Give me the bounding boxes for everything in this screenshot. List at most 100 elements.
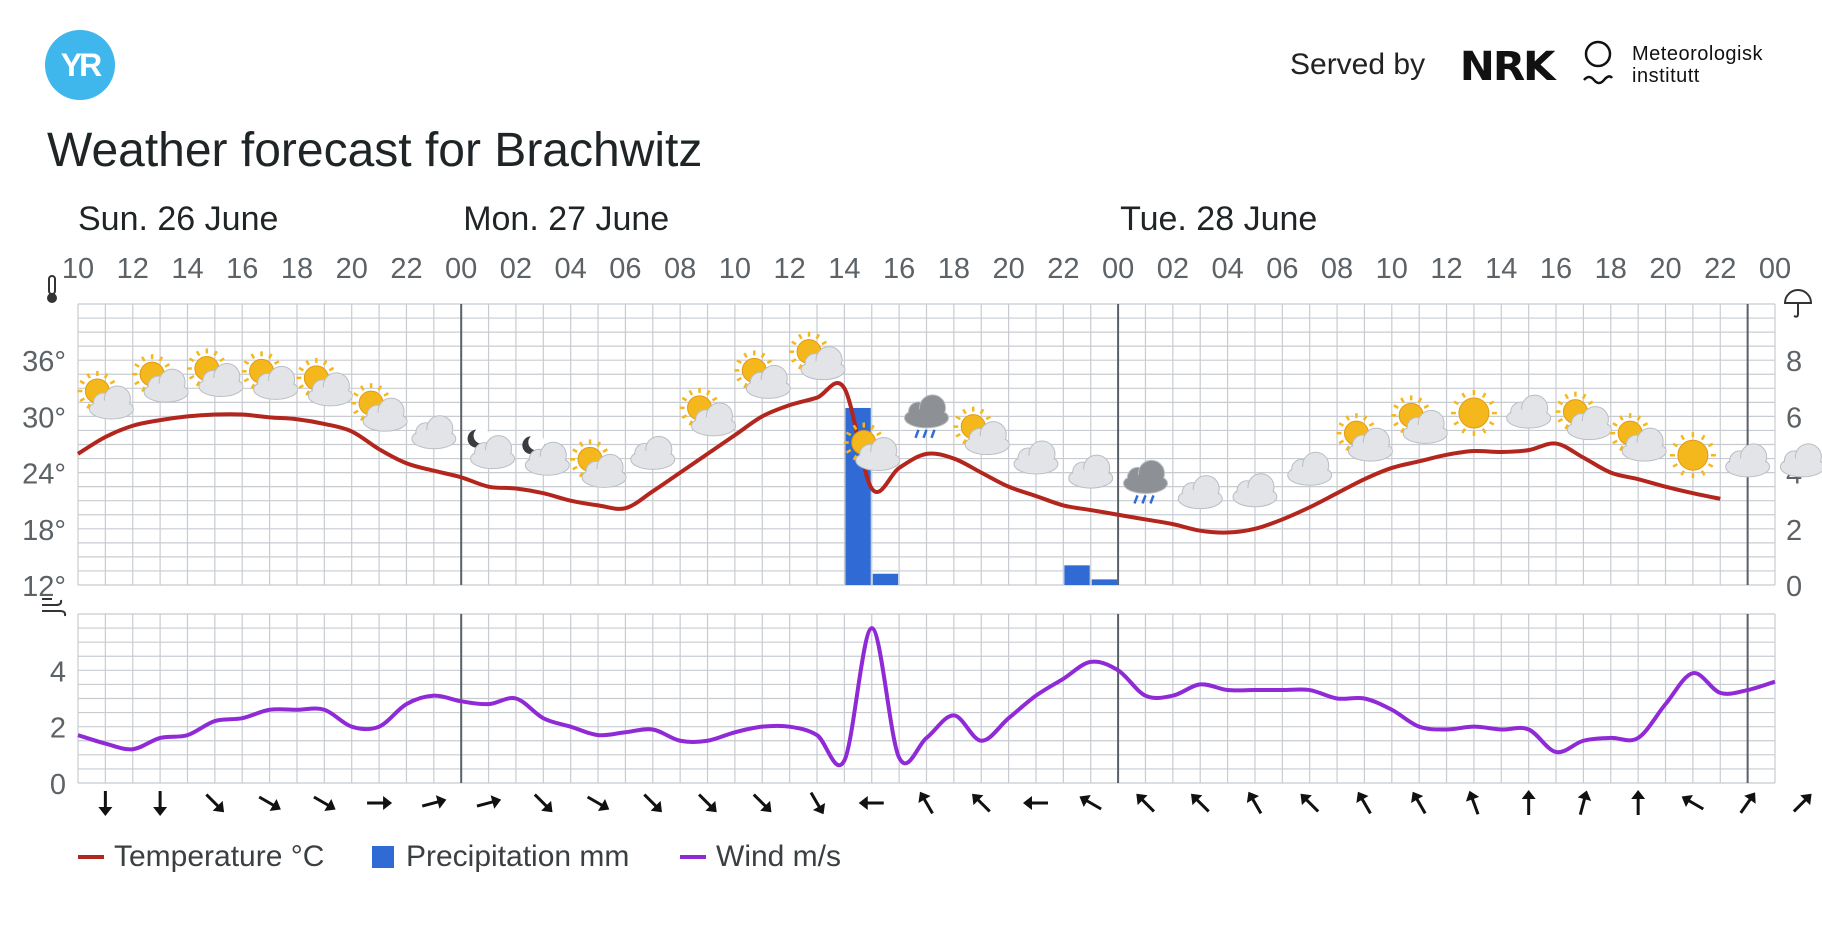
y-tick-label-right: 0 [1786,571,1802,603]
wind-direction-arrow-icon [1079,794,1102,811]
wind-direction-arrow-icon [1022,796,1048,810]
legend-precipitation[interactable]: Precipitation mm [372,840,629,874]
weather-partly-cloudy-day-icon [1336,413,1393,462]
y-tick-label-right: 6 [1786,402,1802,434]
wind-direction-arrow-icon [367,796,393,810]
wind-direction-arrow-icon [421,795,447,809]
wind-direction-arrow-icon [1356,791,1372,815]
wind-direction-arrow-icon [697,793,717,813]
wind-direction-arrow-icon [313,795,336,812]
weather-clear-sky-icon [1450,390,1497,437]
y-tick-label-left: 24° [22,459,66,491]
x-tick-label: 18 [938,253,970,285]
day-label: Tue. 28 June [1120,200,1318,238]
legend-wind[interactable]: Wind m/s [680,840,841,874]
x-tick-label: 16 [883,253,915,285]
weather-cloudy-icon [1013,440,1059,475]
weather-partly-cloudy-night-icon [522,434,570,476]
weather-partly-cloudy-day-icon [132,354,189,403]
wind-direction-arrow-icon [972,793,991,813]
x-tick-label: 20 [336,253,368,285]
x-tick-label: 08 [1321,253,1353,285]
weather-partly-cloudy-day-icon [1391,395,1448,444]
weather-partly-cloudy-day-icon [953,406,1010,456]
legend-temperature-label: Temperature °C [114,840,325,873]
weather-cloudy-icon [1287,451,1333,486]
wind-direction-arrow-icon [1191,793,1210,813]
day-label: Mon. 27 June [463,200,670,238]
weather-partly-cloudy-day-icon [1555,391,1612,441]
wind-direction-arrow-icon [1246,791,1263,815]
x-tick-label: 10 [1376,253,1408,285]
weather-partly-cloudy-day-icon [679,387,737,437]
weather-partly-cloudy-day-icon [77,371,134,420]
x-tick-label: 22 [1704,253,1736,285]
wind-direction-arrow-icon [586,795,610,812]
x-tick-label: 22 [390,253,422,285]
legend-wind-swatch [680,855,706,859]
wind-y-tick-label: 4 [50,656,66,688]
umbrella-icon [1783,289,1813,318]
day-label: Sun. 26 June [78,200,279,238]
weather-cloudy-icon [1725,443,1771,478]
wind-direction-arrow-icon [1631,790,1646,815]
wind-direction-arrow-icon [98,791,113,816]
x-tick-label: 00 [1102,253,1134,285]
x-tick-label: 12 [1430,253,1462,285]
nrk-logo[interactable]: NRK [1459,44,1556,90]
wind-direction-arrow-icon [1300,793,1320,813]
x-tick-label: 14 [828,253,860,285]
legend-precipitation-swatch [372,846,394,868]
wind-direction-arrow-icon [258,795,281,812]
weather-partly-cloudy-day-icon [570,439,627,488]
weather-partly-cloudy-day-icon [351,383,408,432]
y-tick-label-left: 12° [22,571,66,603]
weather-partly-cloudy-day-icon [1610,413,1667,462]
weather-cloudy-icon [1779,443,1822,478]
x-tick-label: 22 [1047,253,1079,285]
weather-partly-cloudy-night-icon [467,427,516,470]
yr-logo[interactable]: YR [45,30,115,100]
met-institute-logo-icon[interactable] [1582,40,1614,88]
wind-icon [42,598,67,617]
wind-direction-arrow-icon [1739,792,1756,814]
met-institute-logo-text[interactable]: Meteorologisk institutt [1632,43,1763,87]
wind-y-tick-label: 0 [50,769,66,801]
wind-direction-arrow-icon [1577,790,1592,815]
x-tick-label: 18 [1595,253,1627,285]
legend-temperature[interactable]: Temperature °C [78,840,324,874]
x-tick-label: 10 [62,253,94,285]
wind-direction-arrow-icon [1411,791,1427,815]
wind-direction-arrow-icon [153,791,168,816]
wind-direction-arrow-icon [918,791,934,815]
weather-cloudy-icon [1177,475,1223,510]
x-tick-label: 16 [226,253,258,285]
met-line-2: institutt [1632,65,1700,87]
x-tick-label: 00 [1759,253,1791,285]
weather-cloudy-icon [630,435,676,470]
page-title: Weather forecast for Brachwitz [47,124,703,177]
x-tick-label: 10 [719,253,751,285]
y-tick-label-left: 30° [22,402,66,434]
weather-partly-cloudy-day-icon [789,331,846,381]
weather-cloudy-icon [1068,454,1114,489]
x-tick-label: 18 [281,253,313,285]
wind-direction-arrow-icon [643,793,662,813]
weather-cloudy-icon [411,415,457,450]
wind-direction-arrow-icon [533,793,553,813]
legend-precipitation-label: Precipitation mm [406,840,630,873]
wind-direction-arrow-icon [1521,790,1536,815]
weather-partly-cloudy-day-icon [734,350,791,399]
x-tick-label: 20 [1649,253,1681,285]
wind-direction-arrow-icon [1465,790,1480,815]
x-tick-label: 14 [1485,253,1517,285]
y-tick-label-right: 8 [1786,346,1802,378]
weather-partly-cloudy-day-icon [186,348,244,398]
x-tick-label: 06 [1266,253,1298,285]
main-grid [77,303,1776,586]
precipitation-bar [1064,565,1090,585]
precipitation-bar [1091,579,1118,585]
wind-direction-arrow-icon [752,793,772,813]
wind-y-tick-label: 2 [50,713,66,745]
